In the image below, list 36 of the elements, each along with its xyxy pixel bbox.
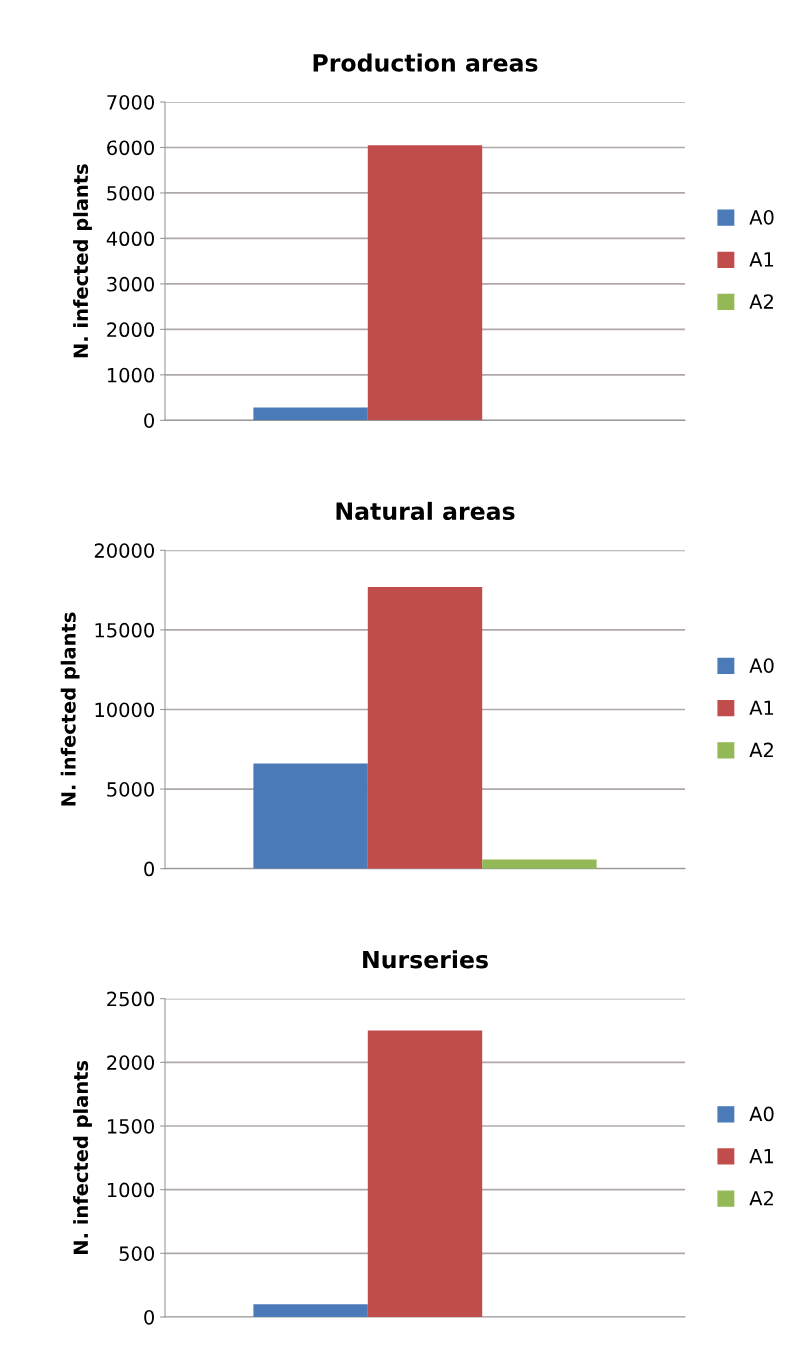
- chart-title: Production areas: [313, 53, 538, 72]
- y-tick-label: 4000: [106, 231, 154, 247]
- legend-label: A0: [749, 658, 774, 673]
- y-tick-label: 20000: [94, 543, 154, 558]
- chart-title: Nurseries: [363, 950, 488, 969]
- y-tick-label: 6000: [107, 140, 154, 156]
- y-tick-label: 0: [144, 413, 154, 428]
- y-tick-label: 5000: [107, 185, 154, 201]
- bar: [367, 586, 483, 869]
- chart-title: Natural areas: [336, 501, 515, 521]
- y-tick-label: 1500: [107, 1118, 154, 1134]
- y-tick-label: 2500: [107, 991, 154, 1007]
- y-tick-label: 7000: [107, 94, 154, 110]
- legend-label: A0: [749, 209, 774, 225]
- y-tick-label: 1000: [107, 367, 154, 383]
- y-tick-label: 500: [119, 1246, 154, 1261]
- y-axis-title: N. infected plants: [73, 164, 92, 358]
- y-tick-label: 0: [144, 1309, 154, 1325]
- legend-label: A0: [749, 1106, 774, 1122]
- y-tick-label: 5000: [107, 782, 154, 797]
- y-axis-title: N. infected plants: [60, 612, 80, 806]
- y-tick-label: 2000: [107, 322, 154, 338]
- y-tick-label: 0: [144, 861, 154, 877]
- bar: [253, 763, 368, 869]
- y-tick-label: 15000: [95, 622, 154, 638]
- y-tick-label: 1000: [107, 1182, 154, 1198]
- y-axis-title: N. infected plants: [73, 1060, 92, 1254]
- legend-label: A1: [749, 252, 774, 267]
- legend-label: A2: [749, 1190, 773, 1206]
- legend-label: A1: [749, 700, 774, 715]
- legend-label: A2: [749, 742, 773, 758]
- legend-label: A1: [749, 1149, 774, 1164]
- y-tick-label: 2000: [107, 1055, 154, 1070]
- y-tick-label: 10000: [95, 702, 154, 718]
- legend-label: A2: [749, 294, 773, 309]
- y-tick-label: 3000: [107, 276, 154, 292]
